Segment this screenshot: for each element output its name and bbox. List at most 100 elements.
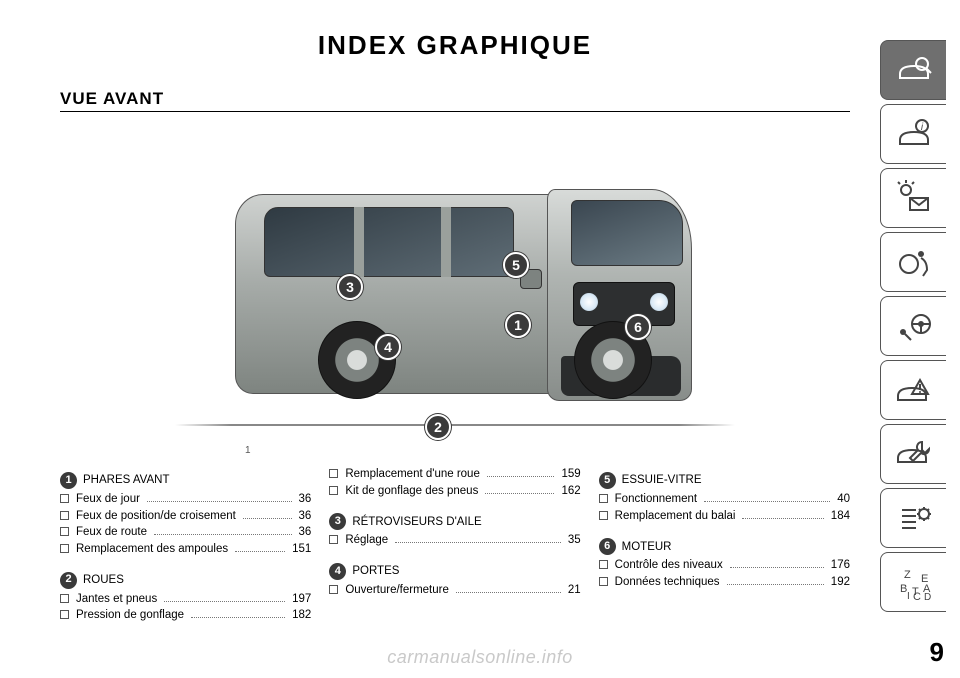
leader-dots xyxy=(730,567,824,568)
section-title: RÉTROVISEURS D'AILE xyxy=(352,514,481,531)
index-entry: Fonctionnement 40 xyxy=(599,491,850,508)
index-entry: Remplacement d'une roue 159 xyxy=(329,466,580,483)
van-windshield xyxy=(571,200,683,266)
bullet-box-icon xyxy=(60,610,69,619)
car-magnify-icon xyxy=(894,50,934,90)
entry-label: Jantes et pneus xyxy=(76,591,157,608)
entry-page: 36 xyxy=(299,491,312,508)
section-subtitle: VUE AVANT xyxy=(60,89,850,112)
callout-2: 2 xyxy=(425,414,451,440)
sidebar-tile-driving[interactable] xyxy=(880,296,946,356)
van-body xyxy=(235,194,675,394)
sidebar-tile-service[interactable] xyxy=(880,424,946,484)
callout-4: 4 xyxy=(375,334,401,360)
entry-page: 162 xyxy=(561,483,580,500)
figure-label: 1 xyxy=(245,445,251,456)
sidebar-tile-info[interactable]: i xyxy=(880,104,946,164)
az-index-icon: Z E B A I C D T xyxy=(894,562,934,602)
bullet-box-icon xyxy=(329,469,338,478)
entry-label: Contrôle des niveaux xyxy=(615,557,723,574)
leader-dots xyxy=(487,476,555,477)
section-header: 6MOTEUR xyxy=(599,538,850,555)
callout-6: 6 xyxy=(625,314,651,340)
bullet-box-icon xyxy=(60,544,69,553)
index-column: Remplacement d'une roue159Kit de gonflag… xyxy=(329,466,580,632)
sidebar-tile-specs[interactable] xyxy=(880,488,946,548)
leader-dots xyxy=(147,501,292,502)
index-columns: 1PHARES AVANT Feux de jour 36 Feux de posit… xyxy=(60,466,850,632)
bullet-box-icon xyxy=(599,494,608,503)
index-entry: Remplacement du balai 184 xyxy=(599,508,850,525)
entry-page: 36 xyxy=(299,508,312,525)
leader-dots xyxy=(485,493,554,494)
entry-page: 36 xyxy=(299,524,312,541)
van-grille xyxy=(573,282,675,326)
entry-label: Kit de gonflage des pneus xyxy=(345,483,478,500)
sidebar-tile-overview[interactable] xyxy=(880,40,946,100)
index-column: 5ESSUIE-VITREFonctionnement40Remplacemen… xyxy=(599,466,850,632)
index-entry: Pression de gonflage 182 xyxy=(60,607,311,624)
section-title: ROUES xyxy=(83,572,124,589)
section-header: 1PHARES AVANT xyxy=(60,472,311,489)
lights-envelope-icon xyxy=(894,178,934,218)
index-entry: Ouverture/fermeture21 xyxy=(329,582,580,599)
bullet-box-icon xyxy=(599,577,608,586)
entry-label: Données techniques xyxy=(615,574,720,591)
index-entry: Contrôle des niveaux176 xyxy=(599,557,850,574)
entry-label: Fonctionnement xyxy=(615,491,697,508)
key-wheel-icon xyxy=(894,306,934,346)
svg-text:T: T xyxy=(912,586,919,598)
entry-page: 35 xyxy=(568,532,581,549)
leader-dots xyxy=(191,617,285,618)
entry-label: Feux de route xyxy=(76,524,147,541)
leader-dots xyxy=(235,551,285,552)
section-title: PORTES xyxy=(352,563,399,580)
entry-label: Remplacement du balai xyxy=(615,508,736,525)
section-title: ESSUIE-VITRE xyxy=(622,472,702,489)
airbag-icon xyxy=(894,242,934,282)
ground-line xyxy=(175,424,735,426)
page-title: INDEX GRAPHIQUE xyxy=(60,30,850,61)
leader-dots xyxy=(456,592,561,593)
entry-page: 151 xyxy=(292,541,311,558)
page-number: 9 xyxy=(930,637,944,668)
index-entry: Réglage35 xyxy=(329,532,580,549)
entry-label: Remplacement d'une roue xyxy=(345,466,480,483)
index-entry: Feux de route 36 xyxy=(60,524,311,541)
entry-label: Feux de position/de croisement xyxy=(76,508,236,525)
bullet-box-icon xyxy=(60,527,69,536)
section-number-badge: 2 xyxy=(60,572,77,589)
section-header: 5ESSUIE-VITRE xyxy=(599,472,850,489)
sidebar-tile-warning[interactable] xyxy=(880,360,946,420)
entry-label: Feux de jour xyxy=(76,491,140,508)
entry-page: 182 xyxy=(292,607,311,624)
sidebar-tile-lights[interactable] xyxy=(880,168,946,228)
leader-dots xyxy=(154,534,292,535)
index-column: 1PHARES AVANT Feux de jour 36 Feux de posit… xyxy=(60,466,311,632)
entry-page: 40 xyxy=(837,491,850,508)
leader-dots xyxy=(742,518,823,519)
svg-text:Z: Z xyxy=(904,569,911,581)
index-entry: Kit de gonflage des pneus 162 xyxy=(329,483,580,500)
sidebar-tile-index[interactable]: Z E B A I C D T xyxy=(880,552,946,612)
entry-page: 159 xyxy=(561,466,580,483)
bullet-box-icon xyxy=(329,486,338,495)
sidebar-tile-safety[interactable] xyxy=(880,232,946,292)
manual-page: INDEX GRAPHIQUE VUE AVANT 1 2 3 4 5 6 1 … xyxy=(0,0,870,678)
index-entry: Feux de jour 36 xyxy=(60,491,311,508)
bullet-box-icon xyxy=(599,560,608,569)
section-header: 3 RÉTROVISEURS D'AILE xyxy=(329,513,580,530)
entry-page: 192 xyxy=(831,574,850,591)
leader-dots xyxy=(727,584,824,585)
index-entry: Jantes et pneus197 xyxy=(60,591,311,608)
index-entry: Remplacement des ampoules 151 xyxy=(60,541,311,558)
svg-text:I: I xyxy=(907,591,910,602)
section-number-badge: 4 xyxy=(329,563,346,580)
bullet-box-icon xyxy=(60,594,69,603)
entry-label: Remplacement des ampoules xyxy=(76,541,228,558)
entry-page: 184 xyxy=(831,508,850,525)
section-number-badge: 3 xyxy=(329,513,346,530)
car-info-icon: i xyxy=(894,114,934,154)
entry-label: Pression de gonflage xyxy=(76,607,184,624)
leader-dots xyxy=(164,601,285,602)
